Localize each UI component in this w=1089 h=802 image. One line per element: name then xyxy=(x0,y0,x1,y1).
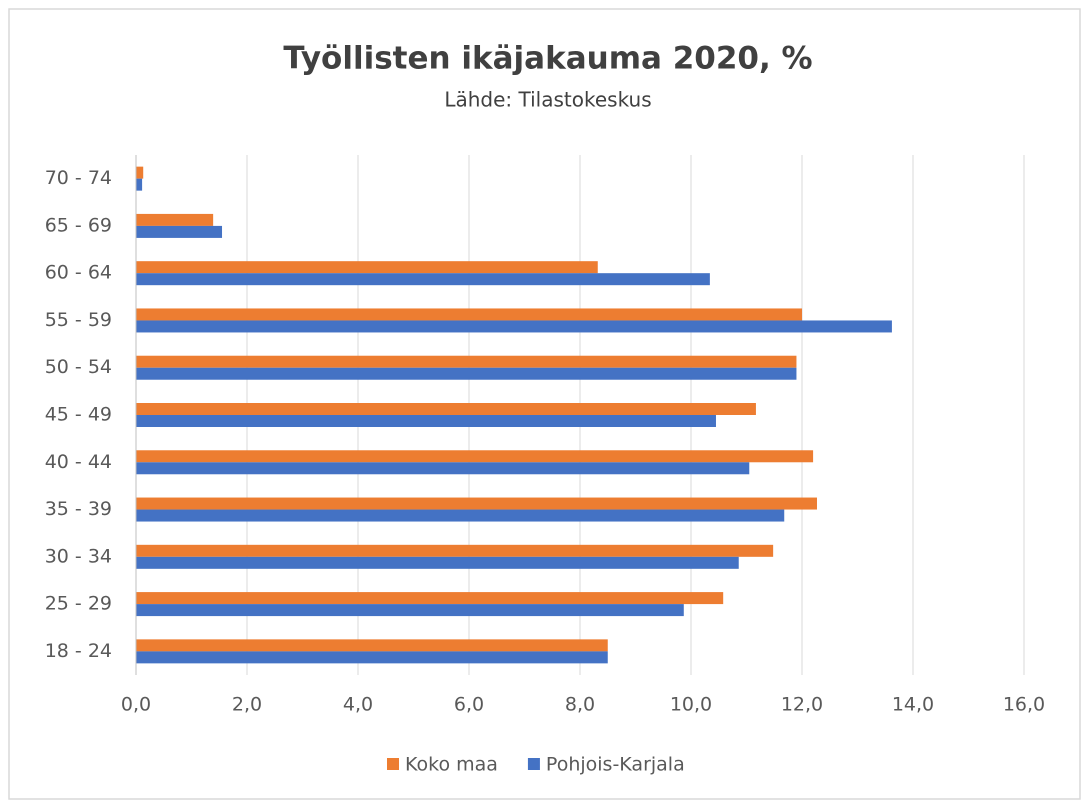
bar xyxy=(136,651,608,664)
labels: 0,0 2,0 4,0 6,0 8,0 10,0 12,0 14,0 16,0 18 - 24 25… xyxy=(45,167,1045,775)
bar xyxy=(136,225,223,238)
chart-title: Työllisten ikäjakauma 2020, % xyxy=(283,41,812,77)
y-tick-label: 40 - 44 xyxy=(45,451,112,473)
bar xyxy=(136,308,802,321)
y-tick-label: 35 - 39 xyxy=(45,498,112,520)
x-tick-label: 10,0 xyxy=(670,694,712,716)
x-tick-label: 12,0 xyxy=(781,694,823,716)
bar xyxy=(136,367,797,380)
y-tick-label: 50 - 54 xyxy=(45,356,112,378)
y-tick-label: 45 - 49 xyxy=(45,404,112,426)
y-tick-label: 55 - 59 xyxy=(45,309,112,331)
bar xyxy=(136,355,797,368)
bar xyxy=(136,450,814,463)
legend-swatch xyxy=(387,758,399,770)
chart-subtitle: Lähde: Tilastokeskus xyxy=(444,88,651,112)
y-tick-label: 30 - 34 xyxy=(45,545,112,567)
x-tick-label: 8,0 xyxy=(565,694,595,716)
x-tick-label: 0,0 xyxy=(121,694,151,716)
y-tick-label: 60 - 64 xyxy=(45,262,112,284)
y-tick-label: 18 - 24 xyxy=(45,640,112,662)
bar xyxy=(136,462,750,475)
bar xyxy=(136,273,710,286)
bar xyxy=(136,592,724,605)
bar xyxy=(136,178,143,191)
bar xyxy=(136,497,817,510)
bar xyxy=(136,213,214,226)
x-tick-label: 16,0 xyxy=(1003,694,1045,716)
bar xyxy=(136,320,892,333)
x-tick-label: 6,0 xyxy=(454,694,484,716)
bar xyxy=(136,544,774,557)
x-tick-label: 2,0 xyxy=(232,694,262,716)
bar xyxy=(136,415,716,427)
y-tick-label: 70 - 74 xyxy=(45,167,112,189)
bar xyxy=(136,556,739,569)
legend-label: Pohjois-Karjala xyxy=(546,754,685,776)
bar xyxy=(136,509,785,522)
legend-label: Koko maa xyxy=(405,754,498,776)
bar xyxy=(136,403,756,415)
bar xyxy=(136,261,598,274)
bar xyxy=(136,639,608,652)
bar xyxy=(136,604,684,617)
y-tick-label: 65 - 69 xyxy=(45,214,112,236)
x-tick-label: 4,0 xyxy=(343,694,373,716)
y-tick-label: 25 - 29 xyxy=(45,593,112,615)
legend-swatch xyxy=(527,758,540,770)
x-tick-label: 14,0 xyxy=(892,694,934,716)
bars xyxy=(136,166,892,664)
bar xyxy=(136,166,144,179)
